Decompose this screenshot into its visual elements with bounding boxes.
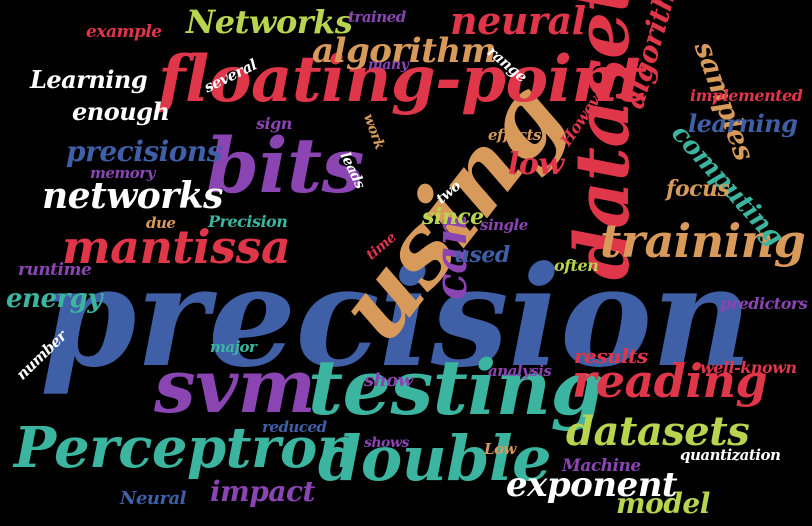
word-many: many (368, 57, 409, 73)
word-since: since (422, 204, 484, 230)
word-reading: reading (572, 354, 768, 408)
word-double: double (318, 422, 552, 495)
word-learning-cap: Learning (30, 65, 148, 94)
word-show: show (364, 370, 413, 391)
word-networks: networks (42, 175, 223, 217)
word-perceptron: Perceptron (14, 415, 358, 481)
word-due: due (146, 214, 176, 232)
word-precision: precision (40, 235, 752, 398)
word-major: major (210, 338, 257, 356)
word-runtime: runtime (18, 260, 92, 280)
word-bits: bits (206, 121, 364, 210)
word-shows: shows (364, 435, 409, 451)
word-impact: impact (210, 475, 315, 508)
word-effects: effects (488, 126, 542, 144)
word-floating-point: floating-point (158, 42, 647, 117)
word-algorithm: algorithm (312, 31, 497, 71)
word-datasets: datasets (566, 408, 750, 455)
word-exponent: exponent (506, 465, 678, 505)
word-precisions: precisions (66, 135, 223, 168)
word-reduced: reduced (262, 418, 327, 436)
word-energy: energy (6, 284, 102, 314)
word-memory: memory (90, 164, 155, 182)
word-work: work (359, 111, 388, 152)
word-networks-cap: Networks (186, 3, 353, 41)
word-enough: enough (72, 97, 170, 126)
word-training: training (600, 214, 806, 268)
word-mantissa: mantissa (62, 220, 291, 274)
word-focus: focus (666, 176, 730, 202)
word-predictors: predictors (720, 294, 808, 313)
word-quantization: quantization (680, 446, 781, 464)
word-model: model (616, 487, 710, 520)
word-implemented: implemented (690, 86, 803, 105)
word-example: example (86, 22, 162, 42)
word-low-cap: Low (484, 440, 516, 458)
word-often: often (554, 256, 599, 275)
word-precision-cap: Precision (208, 212, 288, 231)
word-single: single (480, 216, 528, 234)
word-neural: neural (450, 0, 586, 43)
word-testing: testing (308, 343, 604, 432)
word-used: used (454, 242, 510, 268)
word-neural-cap: Neural (120, 488, 186, 509)
word-svm: svm (154, 344, 316, 430)
word-results: results (574, 344, 648, 368)
word-low: low (508, 147, 564, 182)
word-trained: trained (348, 8, 406, 26)
word-well-known: well-known (700, 358, 797, 377)
word-machine: Machine (562, 456, 641, 476)
word-sign: sign (256, 114, 292, 133)
word-learning: learning (688, 109, 798, 138)
word-analysis: analysis (488, 362, 552, 380)
